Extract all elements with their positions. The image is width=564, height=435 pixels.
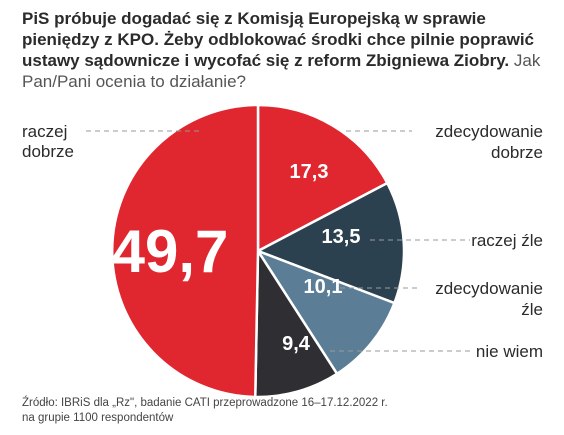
source-line-2: na grupie 1100 respondentów [22,412,174,424]
slice-zdecydowanie-dobrze [256,103,389,254]
slice-zdecydowanie-zle [254,248,397,376]
chart-title: PiS próbuje dogadać się z Komisją Europe… [22,8,552,92]
slice-raczej-zle [254,181,406,305]
label-zdec-dobrze-2: dobrze [491,143,543,162]
label-nie-wiem: nie wiem [476,342,543,361]
value-zdec-dobrze: 17,3 [290,161,329,183]
source-note: Źródło: IBRiS dla „Rz", badanie CATI prz… [22,396,542,426]
value-zdec-zle: 10,1 [304,276,343,298]
label-raczej-zle: raczej źle [471,231,543,250]
slice-raczej-dobrze [110,103,260,399]
label-zdec-zle-1: zdecydowanie [435,279,543,298]
value-nie-wiem: 9,4 [282,333,311,355]
label-zdec-zle-2: źle [521,300,543,319]
title-bold: PiS próbuje dogadać się z Komisją Europe… [22,9,535,70]
title-question: Jak Pan/Pani ocenia to działanie? [22,51,541,91]
label-raczej-dobrze-2: dobrze [22,142,74,161]
label-zdec-dobrze-1: zdecydowanie [435,122,543,141]
value-raczej-dobrze: 49,7 [112,218,229,285]
slice-nie-wiem [253,246,339,399]
leader-lines [86,130,470,352]
label-raczej-dobrze-1: raczej [22,122,67,141]
source-line-1: Źródło: IBRiS dla „Rz", badanie CATI prz… [22,397,388,409]
value-raczej-zle: 13,5 [322,226,361,248]
